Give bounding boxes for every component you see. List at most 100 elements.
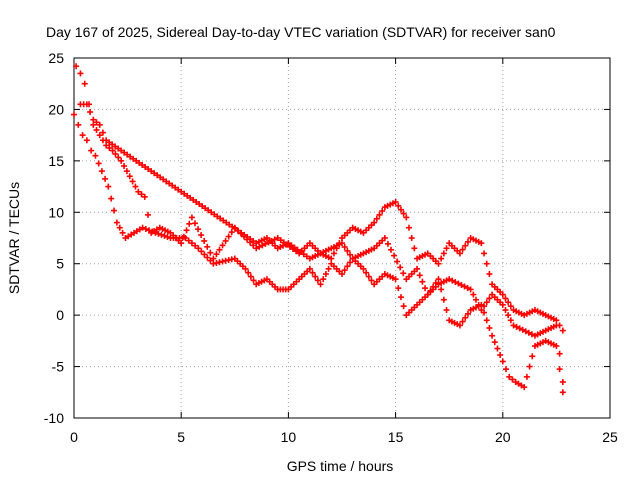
x-tick-label: 20 xyxy=(495,429,511,445)
data-point-lower-track xyxy=(553,343,560,349)
data-point-middle-track-interp xyxy=(163,178,170,185)
data-point-upper-track-interp xyxy=(406,224,412,231)
data-point-middle-track xyxy=(96,121,103,128)
data-point-upper-track-interp xyxy=(443,245,450,252)
data-point-middle-track xyxy=(103,137,110,144)
data-point-lower-track xyxy=(92,152,99,159)
data-point-upper-track-interp xyxy=(459,246,466,253)
data-point-middle-track-interp xyxy=(247,236,254,243)
data-point-upper-track xyxy=(371,219,378,226)
data-point-lower-track xyxy=(152,229,159,236)
data-point-middle-track-interp xyxy=(142,164,149,171)
data-point-middle-track xyxy=(467,286,474,293)
data-point-upper-track-interp xyxy=(225,233,232,240)
data-point-middle-track-interp xyxy=(178,188,185,195)
data-point-lower-track xyxy=(317,281,324,288)
data-point-middle-track-interp xyxy=(238,229,245,236)
y-tick-label: 20 xyxy=(48,101,64,117)
data-point-upper-track xyxy=(478,240,485,247)
data-point-middle-track-interp xyxy=(151,170,158,177)
y-tick-label: 0 xyxy=(56,307,64,323)
data-point-lower-track xyxy=(139,224,146,231)
x-tick-label: 0 xyxy=(70,429,78,445)
data-point-upper-track-interp xyxy=(411,245,418,252)
data-point-upper-track xyxy=(77,70,84,77)
data-point-middle-track-interp xyxy=(99,129,106,136)
data-point-upper-track xyxy=(559,327,566,334)
data-point-upper-track xyxy=(90,121,97,128)
data-point-upper-track-interp xyxy=(93,127,100,133)
data-point-middle-track-interp xyxy=(516,325,523,332)
data-point-upper-track-interp xyxy=(123,168,130,175)
data-point-lower-track-interp xyxy=(509,376,516,383)
data-point-middle-track xyxy=(381,235,388,241)
data-point-middle-track-interp xyxy=(133,157,140,164)
data-point-upper-track-interp xyxy=(222,237,229,244)
y-tick-label: 25 xyxy=(48,50,64,66)
data-point-lower-track-interp xyxy=(320,276,327,283)
data-point-middle-track-interp xyxy=(384,240,391,247)
data-point-upper-track xyxy=(392,199,399,205)
data-point-middle-track-interp xyxy=(400,270,407,277)
data-point-upper-track-interp xyxy=(400,210,407,217)
data-point-middle-track-interp xyxy=(556,350,563,357)
data-point-middle-track-interp xyxy=(196,201,203,208)
data-point-lower-track-interp xyxy=(322,271,329,277)
data-point-lower-track-interp xyxy=(164,233,171,240)
data-point-upper-track xyxy=(73,63,80,70)
data-point-upper-track-interp xyxy=(464,238,471,245)
data-point-lower-track xyxy=(489,332,496,339)
data-point-upper-track-interp xyxy=(115,154,122,161)
data-point-upper-track-interp xyxy=(277,237,284,244)
data-point-middle-track-interp xyxy=(422,285,429,292)
data-point-upper-track xyxy=(109,147,116,154)
data-point-upper-track xyxy=(499,291,506,298)
data-point-upper-track-interp xyxy=(376,211,383,218)
data-point-middle-track-interp xyxy=(211,211,218,218)
data-point-middle-track-interp xyxy=(172,184,179,191)
data-point-lower-track-interp xyxy=(247,273,254,280)
data-point-lower-track-interp xyxy=(207,257,214,264)
data-point-middle-track-interp xyxy=(190,196,197,203)
data-point-upper-track-interp xyxy=(191,220,198,227)
data-point-middle-track-interp xyxy=(344,247,351,254)
data-point-lower-track-interp xyxy=(529,353,536,360)
data-point-middle-track xyxy=(339,240,345,247)
data-point-lower-track-interp xyxy=(491,339,498,346)
data-point-middle-track-interp xyxy=(166,180,173,187)
data-point-upper-track-interp xyxy=(213,251,220,258)
data-point-middle-track-interp xyxy=(391,252,398,259)
data-point-middle-track-interp xyxy=(294,246,301,253)
data-point-lower-track xyxy=(195,245,202,252)
y-tick-label: 15 xyxy=(48,153,64,169)
data-point-lower-track-interp xyxy=(312,273,319,280)
data-point-lower-track-interp xyxy=(146,227,153,234)
data-point-middle-track-interp xyxy=(160,176,167,183)
data-point-middle-track-interp xyxy=(250,238,257,245)
data-point-middle-track-interp xyxy=(288,242,295,249)
data-point-middle-track xyxy=(83,101,90,108)
data-point-middle-track-interp xyxy=(232,225,239,232)
x-tick-label: 15 xyxy=(388,429,404,445)
y-axis-label: SDTVAR / TECUs xyxy=(6,182,22,294)
data-point-middle-track-interp xyxy=(205,207,212,214)
data-point-lower-track xyxy=(339,271,345,277)
data-point-middle-track-interp xyxy=(175,186,182,193)
data-point-middle-track-interp xyxy=(419,278,426,285)
data-point-upper-track-interp xyxy=(121,163,128,169)
data-point-middle-track-interp xyxy=(118,147,125,154)
data-point-lower-track-interp xyxy=(192,242,199,249)
data-point-middle-track-interp xyxy=(241,231,248,238)
data-point-lower-track-interp xyxy=(400,303,407,310)
data-point-upper-track xyxy=(328,255,335,262)
data-point-upper-track-interp xyxy=(462,242,469,249)
data-point-lower-track-interp xyxy=(497,352,504,358)
data-point-lower-track-interp xyxy=(503,366,510,373)
data-point-upper-track-interp xyxy=(505,299,512,306)
data-point-upper-track-interp xyxy=(262,240,269,247)
data-point-middle-track-interp xyxy=(452,279,459,286)
data-point-upper-track xyxy=(141,193,148,200)
data-point-upper-track-interp xyxy=(502,295,509,302)
data-point-lower-track-interp xyxy=(158,231,165,238)
data-point-middle-track-interp xyxy=(475,301,482,308)
